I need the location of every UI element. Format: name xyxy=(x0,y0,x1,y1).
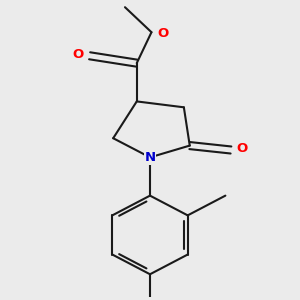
Text: O: O xyxy=(157,27,168,40)
Text: O: O xyxy=(236,142,248,155)
Text: N: N xyxy=(144,151,156,164)
Text: O: O xyxy=(73,48,84,61)
